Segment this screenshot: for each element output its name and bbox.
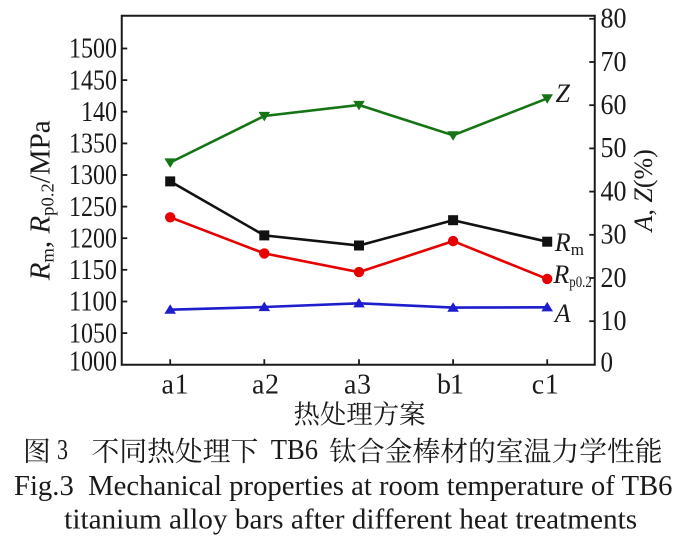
svg-text:0: 0 [601, 347, 614, 378]
svg-text:1150: 1150 [69, 255, 117, 286]
svg-text:1450: 1450 [69, 65, 117, 96]
svg-text:50: 50 [601, 133, 627, 164]
svg-text:1100: 1100 [69, 287, 117, 318]
svg-text:a1: a1 [162, 370, 189, 401]
svg-text:80: 80 [601, 4, 627, 35]
svg-text:A, Z(%): A, Z(%) [629, 149, 658, 233]
svg-text:1250: 1250 [69, 192, 117, 223]
svg-text:b1: b1 [437, 370, 464, 401]
svg-text:1000: 1000 [69, 346, 117, 377]
svg-text:1350: 1350 [69, 129, 117, 160]
svg-text:Rm, Rp0.2/MPa: Rm, Rp0.2/MPa [26, 120, 58, 282]
svg-text:140: 140 [81, 97, 117, 128]
svg-text:Rp0.2: Rp0.2 [552, 260, 591, 291]
svg-text:a3: a3 [344, 370, 371, 401]
svg-text:Rm: Rm [554, 228, 584, 259]
svg-text:20: 20 [601, 263, 627, 294]
svg-text:a2: a2 [252, 370, 279, 401]
svg-text:Z: Z [556, 79, 571, 108]
svg-text:10: 10 [601, 306, 627, 337]
svg-text:TB6: TB6 [271, 434, 318, 466]
svg-text:1300: 1300 [69, 160, 117, 191]
svg-text:A: A [553, 299, 571, 328]
svg-text:1050: 1050 [69, 318, 117, 349]
svg-text:60: 60 [601, 90, 627, 121]
svg-text:40: 40 [601, 176, 627, 207]
svg-text:70: 70 [601, 47, 627, 78]
svg-text:Fig.3 Mechanical properties a: Fig.3 Mechanical properties at room temp… [14, 471, 673, 502]
svg-text:1500: 1500 [69, 34, 117, 65]
svg-text:titanium alloy bars after diff: titanium alloy bars after different heat… [64, 504, 637, 536]
svg-text:3: 3 [57, 434, 68, 466]
svg-text:c1: c1 [532, 370, 559, 401]
svg-text:30: 30 [601, 220, 627, 251]
svg-text:1200: 1200 [69, 223, 117, 254]
